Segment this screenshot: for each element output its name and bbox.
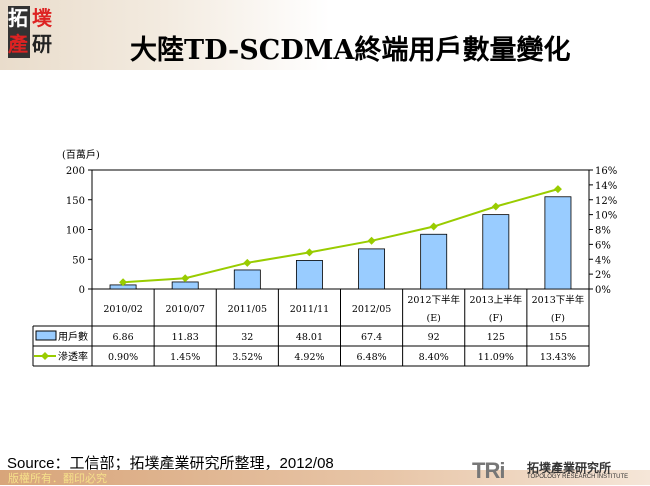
legend-line-marker [41,352,49,360]
x-tick-label: 2012/05 [352,304,391,315]
y-tick-label: 200 [66,166,85,177]
bar [482,214,510,290]
line-point [491,202,500,211]
bar-value-label: 48.01 [296,332,323,343]
bar-value-label: 155 [549,332,567,343]
bar-value-label: 125 [487,332,505,343]
bar [358,248,386,290]
x-tick-label: 2013下半年 [532,294,585,306]
line-value-label: 1.45% [170,352,200,363]
legend-bar-label: 用戶數 [58,330,88,343]
line-point [429,222,438,231]
bar [420,233,448,290]
y2-tick-label: 0% [595,285,611,296]
line-point [119,278,128,287]
x-tick-label-sub: (E) [427,313,441,324]
x-tick-label: 2010/07 [165,304,204,315]
line-point [553,185,562,194]
y-tick-label: 100 [66,226,85,237]
line-value-label: 11.09% [478,352,514,363]
bar [233,269,261,290]
y2-tick-label: 4% [595,255,611,266]
x-tick-label: 2010/02 [103,304,142,315]
copyright: 版權所有．翻印必究 [8,472,107,485]
y-axis-label: (百萬戶) [62,148,100,161]
line-value-label: 3.52% [232,352,262,363]
x-tick-label-sub: (F) [551,313,565,324]
y-tick-label: 0 [79,285,85,296]
x-tick-label-sub: (F) [489,313,503,324]
plot-area [91,169,590,290]
legend-bar-swatch [35,330,57,341]
y2-tick-label: 6% [595,240,611,251]
line-value-label: 8.40% [419,352,449,363]
bar-value-label: 11.83 [172,332,199,343]
x-tick-label: 2013上半年 [469,294,522,306]
y2-tick-label: 16% [595,166,617,177]
y2-tick-label: 12% [595,196,617,207]
bar [544,196,572,290]
y-tick-label: 50 [72,255,85,266]
line-value-label: 13.43% [540,352,576,363]
x-tick-label: 2011/05 [228,304,267,315]
line-point [367,236,376,245]
brand-logo: TRi [472,458,505,483]
y2-tick-label: 2% [595,270,611,281]
bar [295,260,323,290]
bar-value-label: 6.86 [112,332,133,343]
legend-line-label: 滲透率 [58,350,88,363]
bar-value-label: 32 [241,332,253,343]
x-tick-label: 2011/11 [290,304,329,315]
line-series [122,188,559,284]
y2-tick-label: 8% [595,226,611,237]
x-tick-label: 2012下半年 [407,294,460,306]
source-note: Source：工信部；拓墣產業研究所整理，2012/08 [7,455,334,472]
y2-tick-label: 10% [595,211,617,222]
line-value-label: 0.90% [108,352,138,363]
brand-name: 拓墣產業研究所 [527,461,612,475]
footer-bar [0,470,650,485]
line-point [305,248,314,257]
line-value-label: 4.92% [294,352,324,363]
header-background [0,0,330,70]
bar-value-label: 67.4 [361,332,382,343]
bar [171,281,199,290]
line-value-label: 6.48% [356,352,386,363]
logo: 拓 墣 產 研 [8,6,52,58]
y2-tick-label: 14% [595,181,617,192]
line-point [181,274,190,283]
page-title: 大陸TD-SCDMA終端用戶數量變化 [130,35,571,66]
bar-value-label: 92 [428,332,440,343]
line-point [243,258,252,267]
brand-english: TOPOLOGY RESEARCH INSTITUTE [527,474,629,480]
y-tick-label: 150 [66,196,85,207]
